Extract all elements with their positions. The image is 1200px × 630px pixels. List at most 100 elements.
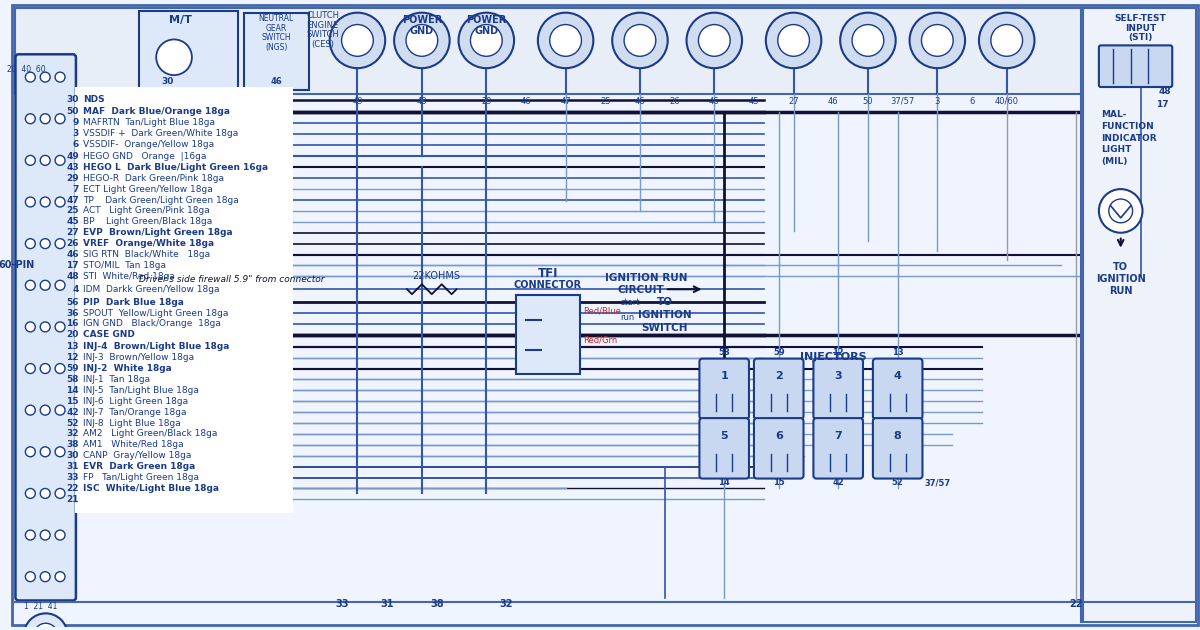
Text: VSSDIF-  Orange/Yellow 18ga: VSSDIF- Orange/Yellow 18ga xyxy=(83,140,214,149)
Text: 45: 45 xyxy=(66,217,79,226)
Text: 49: 49 xyxy=(66,152,79,161)
Text: SWITCH: SWITCH xyxy=(306,30,340,40)
Text: 25: 25 xyxy=(600,97,611,106)
Text: IGN GND   Black/Orange  18ga: IGN GND Black/Orange 18ga xyxy=(83,319,221,328)
Text: MAF  Dark Blue/Orange 18ga: MAF Dark Blue/Orange 18ga xyxy=(83,107,230,117)
Circle shape xyxy=(41,156,50,165)
Text: (STI): (STI) xyxy=(1128,33,1153,42)
Circle shape xyxy=(55,364,65,374)
Circle shape xyxy=(41,447,50,457)
Text: INJ-8  Light Blue 18ga: INJ-8 Light Blue 18ga xyxy=(83,418,181,428)
Text: 15: 15 xyxy=(773,479,785,488)
Bar xyxy=(245,13,308,90)
Text: 43: 43 xyxy=(416,97,427,106)
Text: M/T: M/T xyxy=(169,14,192,25)
Text: 48: 48 xyxy=(66,272,79,281)
Circle shape xyxy=(25,156,35,165)
Circle shape xyxy=(470,25,502,56)
Text: 13: 13 xyxy=(892,348,904,357)
Text: 22KOHMS: 22KOHMS xyxy=(412,272,460,282)
Text: 4: 4 xyxy=(894,372,901,381)
Text: 46: 46 xyxy=(521,97,532,106)
Text: 36: 36 xyxy=(66,309,79,318)
Bar xyxy=(1084,8,1196,622)
Text: MAFRTN  Tan/Light Blue 18ga: MAFRTN Tan/Light Blue 18ga xyxy=(83,118,215,127)
Text: STO/MIL  Tan 18ga: STO/MIL Tan 18ga xyxy=(83,261,166,270)
Circle shape xyxy=(458,13,514,68)
Text: 13: 13 xyxy=(66,342,79,351)
Circle shape xyxy=(766,13,821,68)
Circle shape xyxy=(34,623,58,630)
Bar xyxy=(139,11,239,92)
Text: TFI: TFI xyxy=(538,267,558,280)
Text: 52: 52 xyxy=(892,479,904,488)
Circle shape xyxy=(41,322,50,332)
Circle shape xyxy=(922,25,953,56)
Text: HEGO GND   Orange  |16ga: HEGO GND Orange |16ga xyxy=(83,152,206,161)
Text: ISC  White/Light Blue 18ga: ISC White/Light Blue 18ga xyxy=(83,484,218,493)
Text: CIRCUIT: CIRCUIT xyxy=(617,285,664,295)
Text: FP   Tan/Light Green 18ga: FP Tan/Light Green 18ga xyxy=(83,473,199,482)
Text: GND: GND xyxy=(474,26,498,37)
Circle shape xyxy=(55,530,65,540)
Text: Red/Grn: Red/Grn xyxy=(583,336,618,345)
Text: 12: 12 xyxy=(66,353,79,362)
Text: 50: 50 xyxy=(863,97,874,106)
Circle shape xyxy=(910,13,965,68)
Text: 27: 27 xyxy=(66,228,79,238)
Text: 6: 6 xyxy=(970,97,974,106)
FancyBboxPatch shape xyxy=(872,418,923,479)
Circle shape xyxy=(55,114,65,123)
Text: 58: 58 xyxy=(719,348,730,357)
Text: Driver's side firewall 5.9" from connector: Driver's side firewall 5.9" from connect… xyxy=(139,275,325,284)
Text: start: start xyxy=(620,298,640,307)
Text: (CES): (CES) xyxy=(311,40,334,49)
Text: (MIL): (MIL) xyxy=(1100,158,1127,166)
Circle shape xyxy=(1109,199,1133,223)
Bar xyxy=(74,87,293,513)
Text: 46: 46 xyxy=(709,97,720,106)
Circle shape xyxy=(156,40,192,75)
Text: 30: 30 xyxy=(66,95,79,105)
Circle shape xyxy=(41,239,50,249)
Text: 26: 26 xyxy=(66,239,79,248)
Text: BP    Light Green/Black 18ga: BP Light Green/Black 18ga xyxy=(83,217,212,226)
Circle shape xyxy=(991,25,1022,56)
FancyBboxPatch shape xyxy=(872,358,923,419)
Text: INJ-4  Brown/Light Blue 18ga: INJ-4 Brown/Light Blue 18ga xyxy=(83,342,229,351)
Text: 4: 4 xyxy=(72,285,79,294)
Circle shape xyxy=(330,13,385,68)
Text: 16: 16 xyxy=(66,319,79,328)
Circle shape xyxy=(25,488,35,498)
Text: 14: 14 xyxy=(719,479,730,488)
Circle shape xyxy=(1099,189,1142,232)
Text: 22: 22 xyxy=(66,484,79,493)
Circle shape xyxy=(406,25,438,56)
Text: EVP  Brown/Light Green 18ga: EVP Brown/Light Green 18ga xyxy=(83,228,233,238)
Text: FUNCTION: FUNCTION xyxy=(1100,122,1153,130)
Circle shape xyxy=(25,572,35,581)
Text: SWITCH: SWITCH xyxy=(642,323,688,333)
Text: CONNECTOR: CONNECTOR xyxy=(514,280,582,290)
Text: 58: 58 xyxy=(66,375,79,384)
Text: run: run xyxy=(620,313,635,322)
Text: GND: GND xyxy=(410,26,434,37)
Text: 20  40  60: 20 40 60 xyxy=(6,65,46,74)
Circle shape xyxy=(538,13,593,68)
FancyBboxPatch shape xyxy=(700,418,749,479)
Circle shape xyxy=(55,488,65,498)
Text: 46: 46 xyxy=(635,97,646,106)
Circle shape xyxy=(550,25,582,56)
Circle shape xyxy=(41,405,50,415)
Text: 29: 29 xyxy=(481,97,492,106)
Text: 25: 25 xyxy=(66,207,79,215)
Text: 26: 26 xyxy=(670,97,680,106)
Text: 30: 30 xyxy=(161,77,174,86)
Text: CANP  Gray/Yellow 18ga: CANP Gray/Yellow 18ga xyxy=(83,451,191,461)
Circle shape xyxy=(55,239,65,249)
Text: 49: 49 xyxy=(352,97,362,106)
Text: INJ-6  Light Green 18ga: INJ-6 Light Green 18ga xyxy=(83,397,188,406)
Text: 46: 46 xyxy=(66,250,79,259)
FancyBboxPatch shape xyxy=(814,418,863,479)
Text: CLUTCH: CLUTCH xyxy=(306,11,340,20)
